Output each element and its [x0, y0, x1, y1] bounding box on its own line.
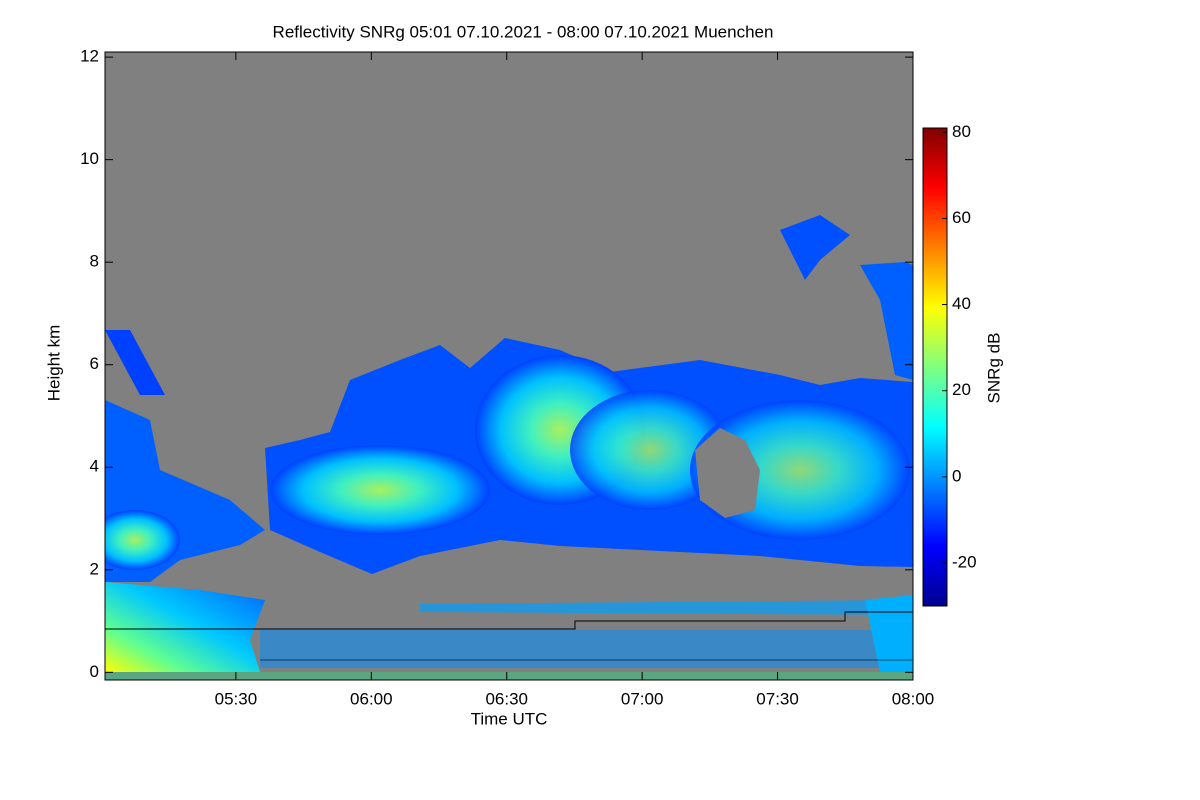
echo-region	[105, 510, 180, 570]
y-tick-label: 10	[80, 149, 99, 168]
colorbar-tick-label: 40	[952, 294, 971, 313]
colorbar-tick-label: 80	[952, 122, 971, 141]
echo-region	[270, 445, 490, 535]
colorbar	[922, 127, 948, 607]
echo-region	[105, 330, 165, 395]
x-tick-label: 05:30	[215, 689, 258, 708]
echo-region	[260, 630, 913, 668]
chart-title: Reflectivity SNRg 05:01 07.10.2021 - 08:…	[273, 22, 774, 41]
colorbar-label: SNRg dB	[984, 333, 1003, 404]
echo-region	[570, 390, 730, 510]
x-tick-label: 07:30	[756, 689, 799, 708]
x-tick-label: 06:00	[350, 689, 393, 708]
x-tick-label: 08:00	[892, 689, 935, 708]
echo-region	[860, 262, 913, 380]
x-tick-label: 06:30	[485, 689, 528, 708]
y-tick-label: 0	[90, 662, 99, 681]
y-tick-label: 2	[90, 559, 99, 578]
plot-frame	[104, 51, 914, 681]
colorbar-tick-label: 20	[952, 380, 971, 399]
echo-region	[105, 582, 265, 672]
colorbar-tick-label: -20	[952, 552, 977, 571]
boundary-line	[105, 611, 913, 630]
echo-gap	[695, 428, 760, 518]
echo-region	[780, 215, 850, 280]
echo-layer	[105, 215, 913, 680]
y-axis-label: Height km	[44, 325, 63, 402]
echo-region	[105, 672, 913, 680]
echo-region	[865, 595, 913, 672]
colorbar-tick-label: 60	[952, 208, 971, 227]
y-tick-label: 8	[90, 252, 99, 271]
x-axis-label: Time UTC	[471, 709, 548, 728]
x-tick-label: 07:00	[621, 689, 664, 708]
y-tick-label: 12	[80, 47, 99, 66]
y-tick-label: 6	[90, 354, 99, 373]
y-tick-label: 4	[90, 457, 99, 476]
colorbar-tick-label: 0	[952, 466, 961, 485]
echo-region	[420, 600, 913, 615]
